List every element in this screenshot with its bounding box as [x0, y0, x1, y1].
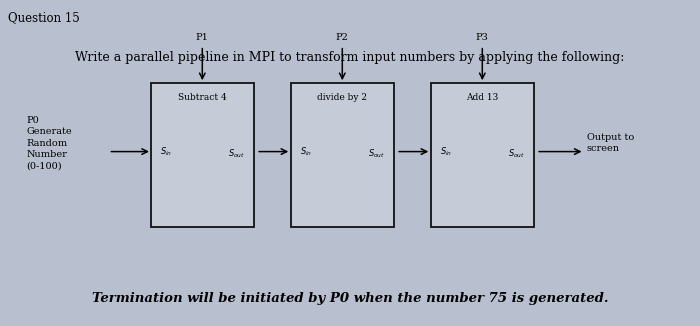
Text: P0
Generate
Random
Number
(0-100): P0 Generate Random Number (0-100): [27, 116, 72, 171]
Bar: [290, 83, 394, 227]
Bar: [430, 83, 534, 227]
Text: $S_{out}$: $S_{out}$: [228, 148, 245, 160]
Text: divide by 2: divide by 2: [317, 93, 368, 102]
Text: Write a parallel pipeline in MPI to transform input numbers by applying the foll: Write a parallel pipeline in MPI to tran…: [76, 51, 624, 64]
Text: Subtract 4: Subtract 4: [178, 93, 227, 102]
Text: $S_{in}$: $S_{in}$: [160, 145, 172, 158]
Text: Question 15: Question 15: [8, 11, 80, 24]
Text: $S_{out}$: $S_{out}$: [508, 148, 525, 160]
Text: P2: P2: [336, 33, 349, 42]
Bar: [150, 83, 254, 227]
Text: $S_{in}$: $S_{in}$: [440, 145, 452, 158]
Text: $S_{in}$: $S_{in}$: [300, 145, 312, 158]
Text: P3: P3: [476, 33, 489, 42]
Text: P1: P1: [196, 33, 209, 42]
Text: Output to
screen: Output to screen: [587, 133, 634, 154]
Text: Termination will be initiated by P0 when the number 75 is generated.: Termination will be initiated by P0 when…: [92, 292, 608, 305]
Text: $S_{out}$: $S_{out}$: [368, 148, 385, 160]
Text: Add 13: Add 13: [466, 93, 498, 102]
